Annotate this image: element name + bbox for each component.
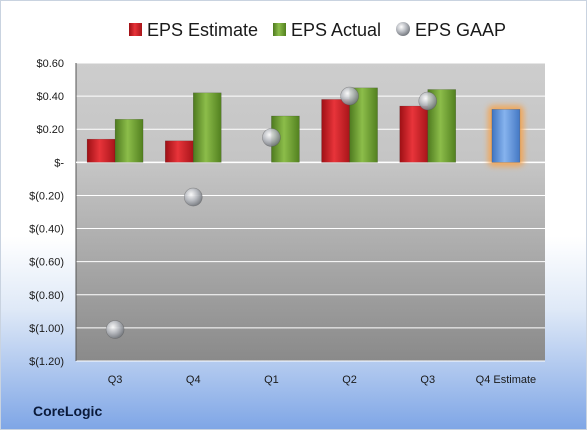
y-tick-label: $0.60 (36, 58, 64, 70)
bar-eps-estimate-future (491, 109, 521, 163)
bar-eps-actual (114, 119, 144, 163)
y-tick-label: $- (54, 157, 64, 169)
bar-eps-estimate (165, 140, 194, 163)
y-tick-label: $(0.60) (29, 257, 64, 269)
y-tick-label: $0.20 (36, 124, 64, 136)
bar-eps-actual (193, 92, 222, 163)
x-tick-label: Q1 (264, 374, 279, 386)
x-tick-label: Q4 (186, 374, 201, 386)
gridlines (75, 62, 545, 362)
y-tick-label: $(1.20) (29, 356, 64, 368)
y-tick-label: $(0.20) (29, 190, 64, 202)
bar-eps-estimate (321, 99, 350, 163)
legend: EPS Estimate EPS Actual EPS GAAP (129, 20, 506, 40)
point-eps-gaap (105, 320, 125, 339)
x-axis-ticks: Q3 Q4 Q1 Q2 Q3 Q4 Estimate (108, 374, 536, 386)
y-tick-label: $(1.00) (29, 323, 64, 335)
point-eps-gaap (262, 128, 281, 147)
legend-item-actual: EPS Actual (273, 20, 381, 40)
x-tick-label: Q4 Estimate (476, 374, 537, 386)
y-tick-label: $(0.80) (29, 290, 64, 302)
bar-eps-estimate (399, 105, 428, 163)
legend-label-actual: EPS Actual (291, 20, 381, 40)
plot-area (76, 63, 545, 361)
legend-swatch-actual (273, 23, 286, 36)
point-eps-gaap (418, 91, 438, 111)
x-tick-label: Q3 (420, 374, 435, 386)
x-tick-label: Q2 (342, 374, 357, 386)
y-tick-label: $0.40 (36, 91, 64, 103)
point-eps-gaap (340, 86, 359, 106)
legend-item-gaap: EPS GAAP (396, 20, 506, 40)
gaap-points (105, 86, 438, 339)
y-tick-label: $(0.40) (29, 224, 64, 236)
bars (86, 87, 524, 167)
legend-label-estimate: EPS Estimate (147, 20, 258, 40)
legend-swatch-estimate (129, 23, 142, 36)
company-name: CoreLogic (33, 403, 103, 419)
legend-item-estimate: EPS Estimate (129, 20, 258, 40)
y-axis-ticks: $0.60 $0.40 $0.20 $- $(0.20) $(0.40) $(0.60) $(… (29, 58, 64, 368)
legend-label-gaap: EPS GAAP (415, 20, 506, 40)
x-tick-label: Q3 (108, 374, 123, 386)
legend-swatch-gaap (396, 22, 410, 36)
bar-eps-estimate (86, 138, 116, 163)
point-eps-gaap (183, 187, 203, 207)
